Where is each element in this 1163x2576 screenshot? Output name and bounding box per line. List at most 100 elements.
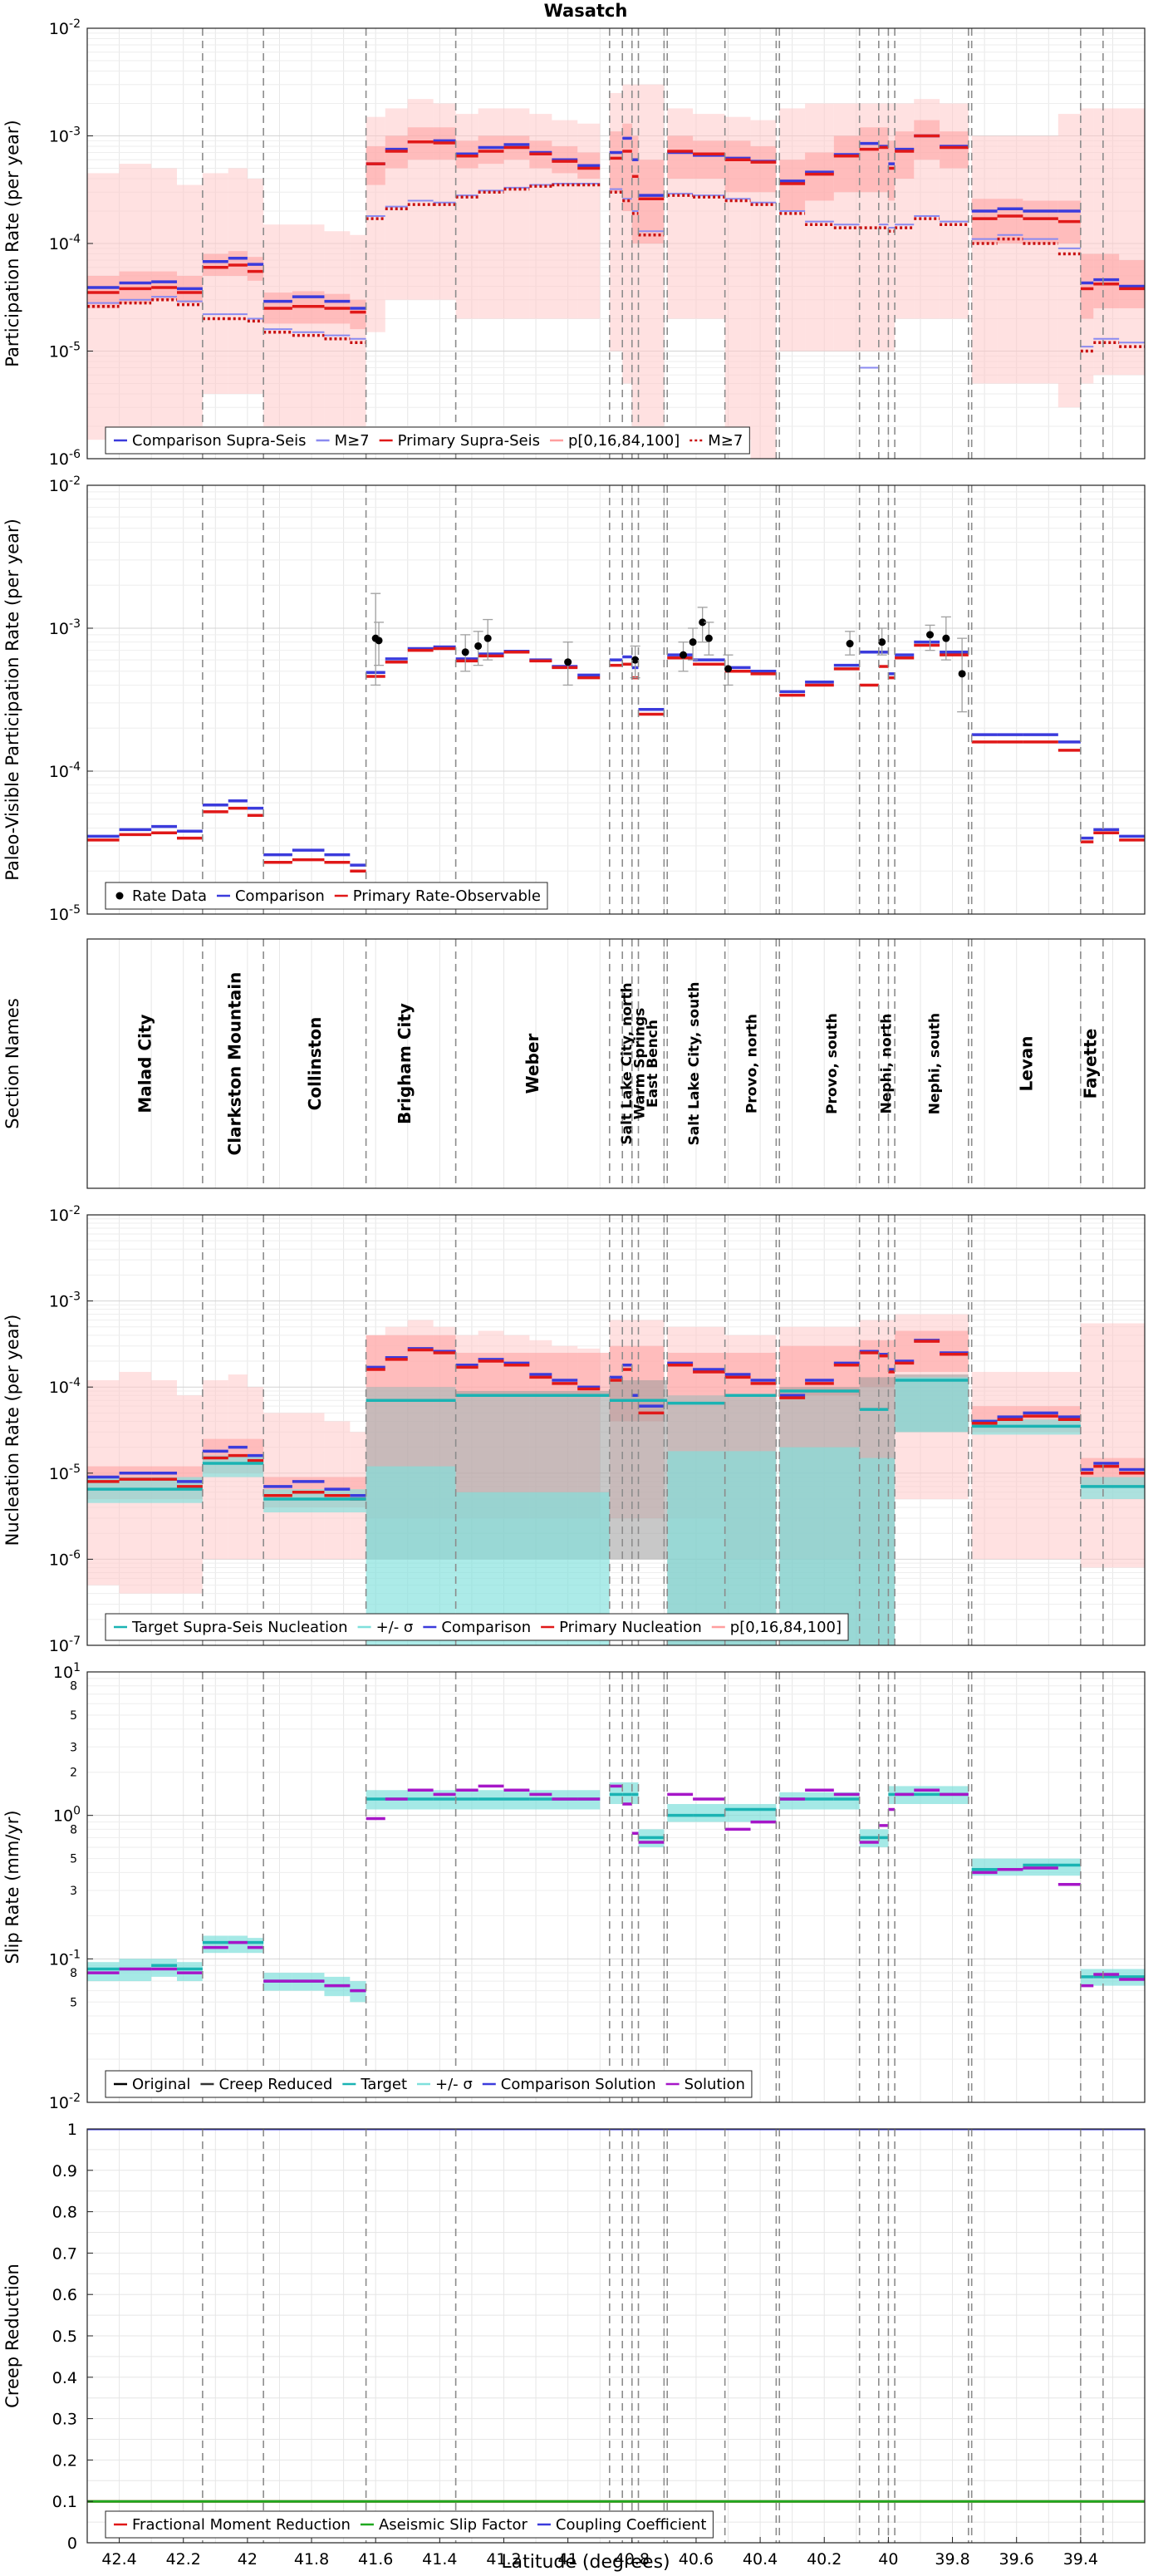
legend-label: Comparison: [235, 887, 325, 905]
y-minor-tick-label: 3: [70, 1741, 77, 1754]
x-tick-label: 42.4: [101, 2550, 136, 2569]
y-minor-tick-label: 3: [70, 1885, 77, 1898]
y-tick-label: 10-5: [49, 341, 81, 361]
band-p-0-100-: [1093, 108, 1120, 376]
band-p-0-100-: [622, 84, 632, 384]
y-minor-tick-label: 5: [70, 1853, 77, 1866]
y-tick-label: 0.8: [52, 2204, 77, 2222]
band-p-16-84-: [888, 140, 896, 201]
plot-area: [87, 1314, 1145, 1645]
band-p-16-84-: [779, 160, 806, 212]
x-tick-label: 41: [558, 2550, 578, 2569]
y-tick-label: 0.1: [52, 2493, 77, 2511]
band-p-16-84-: [622, 123, 632, 212]
y-tick-label: 10-3: [49, 1290, 81, 1311]
legend-box: [105, 426, 750, 455]
y-minor-tick-label: 5: [70, 1996, 77, 2009]
rate-data-point: [958, 670, 966, 678]
legend-label: Comparison: [441, 1619, 531, 1636]
section-boundaries: [202, 2129, 1104, 2543]
band-p-0-100-: [1119, 108, 1145, 376]
band-p-16-84-: [1023, 200, 1058, 243]
x-tick-label: 41.4: [422, 2550, 457, 2569]
legend-label: Comparison Supra-Seis: [132, 432, 307, 450]
panel-2: 10-5 10-4 10-3 10-2 Paleo-Visible Participat…: [2, 474, 1146, 924]
x-tick-label: 42: [238, 2550, 258, 2569]
band-p-16-84-: [724, 140, 751, 193]
sigma-band: [779, 1792, 860, 1810]
section-boundaries: [202, 1215, 1104, 1645]
rate-data-point: [461, 648, 469, 656]
series-m-7-primary-: [87, 183, 1145, 353]
legend: Target Supra-Seis Nucleation +/- σ Compari…: [105, 1613, 849, 1641]
band-p-0-100-: [1080, 108, 1094, 384]
y-tick-label: 0.7: [52, 2244, 77, 2263]
y-tick-label: 0.5: [52, 2328, 77, 2346]
legend-label: M≥7: [708, 432, 743, 450]
plot-frame: [86, 938, 1146, 1189]
legend-label: Creep Reduced: [218, 2076, 332, 2093]
legend-label: p[0,16,84,100]: [568, 432, 680, 450]
band-p-16-84-: [971, 199, 998, 243]
legend-label: +/- σ: [435, 2076, 473, 2093]
band-p-0-100-: [638, 84, 665, 427]
plot-area: [87, 2129, 1145, 2503]
section-boundaries: [202, 28, 1104, 459]
series-primary-rate-observable: [87, 643, 1145, 873]
legend-label: Rate Data: [132, 887, 207, 905]
section-name: Nephi, south: [926, 1013, 943, 1114]
y-minor-tick-label: 2: [70, 1767, 77, 1780]
series-m-7: [87, 182, 1145, 369]
sigma-band: [667, 1803, 777, 1822]
panel-6: 0 0.1 0.2 0.3 0.4 0.5 0.6 0.7 0.8 0.9 1 Creep Reduc…: [2, 2121, 1146, 2569]
band-p-0-100-: [971, 1371, 1081, 1560]
band-p-0-100-: [1080, 1323, 1145, 1568]
y-tick-label: 10-5: [49, 1463, 81, 1483]
panel-1: 10-6 10-5 10-4 10-3 10-2 Participation Rate (…: [2, 17, 1146, 469]
grid: [87, 485, 1145, 915]
legend-label: p[0,16,84,100]: [730, 1619, 842, 1636]
section-name: Provo, north: [744, 1014, 761, 1113]
x-tick-label: 40.8: [615, 2550, 650, 2569]
target-sigma-band: [859, 1458, 896, 1645]
grid: [119, 939, 1113, 1188]
band-p-16-84-: [667, 1352, 777, 1396]
y-tick-label: 10-6: [49, 448, 81, 469]
rate-data-point: [375, 637, 383, 645]
rate-data-point: [474, 642, 483, 650]
band-p-16-84-: [895, 131, 915, 179]
y-tick-label: 0.2: [52, 2451, 77, 2470]
band-p-16-84-: [914, 120, 940, 160]
panels: 10-6 10-5 10-4 10-3 10-2 Participation Rate (…: [2, 17, 1146, 2569]
section-name: East Bench: [645, 1020, 661, 1108]
legend-label: Aseismic Slip Factor: [379, 2516, 528, 2534]
y-minor-tick-label: 8: [70, 1967, 77, 1980]
band-p-16-84-: [1080, 253, 1094, 319]
series-primary-nucleation: [87, 1340, 1145, 1501]
y-axis-label: Section Names: [2, 998, 22, 1129]
y-axis-label: Nucleation Rate (per year): [2, 1315, 22, 1546]
band-p-16-84-: [859, 127, 879, 193]
sigma-band: [202, 1935, 228, 1954]
sigma-band: [247, 1938, 264, 1954]
band-p-0-100-: [202, 173, 228, 395]
band-p-16-84-: [1119, 260, 1145, 308]
x-tick-label: 40.4: [743, 2550, 778, 2569]
x-tick-label: 39.4: [1063, 2550, 1098, 2569]
legend-box: [105, 2510, 714, 2539]
section-boundaries: [202, 485, 1104, 914]
y-tick-label: 0.4: [52, 2369, 77, 2387]
y-axis-label: Creep Reduction: [2, 2264, 22, 2408]
section-name: Clarkston Mountain: [224, 972, 244, 1156]
x-tick-label: 39.8: [935, 2550, 969, 2569]
y-tick-label: 1: [67, 2121, 77, 2139]
x-tick-label: 41.2: [486, 2550, 521, 2569]
band-p-16-84-: [940, 131, 969, 169]
legend-label: Primary Supra-Seis: [398, 432, 540, 450]
series-target: [87, 1792, 1145, 1993]
x-tick-label: 39.6: [999, 2550, 1034, 2569]
legend-label: Target: [360, 2076, 407, 2093]
section-name: Nephi, north: [879, 1014, 896, 1114]
section-name: Collinston: [305, 1017, 325, 1111]
y-tick-label: 0.3: [52, 2411, 77, 2429]
